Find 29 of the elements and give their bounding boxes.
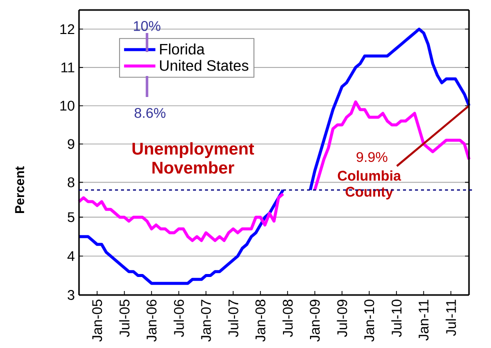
x-tick-label: Jan-07 <box>201 300 211 342</box>
annotation: 10% <box>134 21 160 31</box>
y-tick-label: 5 <box>68 212 74 222</box>
legend-label: Florida <box>160 43 205 54</box>
x-tick-label: Jul-10 <box>391 300 402 337</box>
x-tick-label: Jul-09 <box>336 300 348 337</box>
x-tick-label: Jan-06 <box>146 300 157 342</box>
y-tick-label: 9 <box>68 139 74 149</box>
x-tick-label: Jan-10 <box>364 300 374 342</box>
x-tick-label: Jan-11 <box>418 300 429 341</box>
x-tick-label: Jul-05 <box>119 300 130 337</box>
y-axis-title: Percent <box>15 166 24 213</box>
legend-label: United States <box>160 60 248 71</box>
y-tick-label: 10 <box>60 100 74 111</box>
x-tick-label: Jan-08 <box>255 300 266 342</box>
y-tick-label: 4 <box>67 251 75 261</box>
x-tick-label: Jul-11 <box>446 300 456 336</box>
x-tick-label: Jul-07 <box>228 300 238 337</box>
x-tick-label: Jul-06 <box>174 300 184 337</box>
x-tick-label: Jan-05 <box>92 300 102 342</box>
x-tick-label: Jan-09 <box>310 300 320 342</box>
x-tick-label: Jul-08 <box>282 300 293 337</box>
annotation: 8.6% <box>134 108 166 118</box>
y-tick-label: 3 <box>68 290 74 300</box>
y-tick-label: 12 <box>60 24 74 34</box>
annotation: 9.9% <box>356 152 388 162</box>
annotation: Unemployment November <box>132 142 254 174</box>
y-tick-label: 8 <box>68 177 74 188</box>
y-tick-label: 11 <box>61 62 74 72</box>
